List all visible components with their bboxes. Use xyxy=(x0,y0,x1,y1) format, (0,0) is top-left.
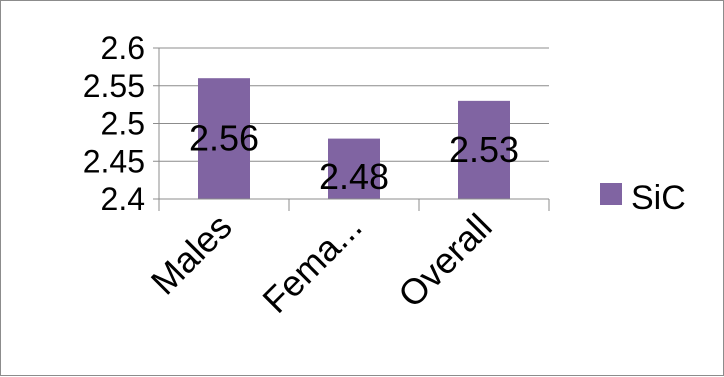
category-labels: Males Fema... Overall xyxy=(143,206,500,321)
bar-0 xyxy=(198,78,250,199)
legend: SiC xyxy=(600,179,686,217)
y-tick-label: 2.5 xyxy=(101,106,145,142)
y-tick-label: 2.55 xyxy=(83,68,145,104)
x-axis xyxy=(158,198,550,211)
y-tick-label: 2.4 xyxy=(101,181,145,217)
y-tick-label: 2.45 xyxy=(83,143,145,179)
y-tick-label: 2.6 xyxy=(101,30,145,66)
bars xyxy=(198,78,510,199)
data-labels: 2.56 2.48 2.53 xyxy=(189,118,519,197)
data-label: 2.56 xyxy=(189,118,259,159)
bar-1 xyxy=(328,138,380,199)
category-label: Males xyxy=(143,206,240,303)
bar-2 xyxy=(458,100,510,199)
category-label: Fema... xyxy=(254,206,369,321)
y-axis-ticks: 2.62.552.52.452.4 xyxy=(83,30,145,217)
legend-label-sic: SiC xyxy=(631,179,686,217)
legend-swatch-sic xyxy=(600,183,622,205)
category-label: Overall xyxy=(390,206,500,316)
data-label: 2.53 xyxy=(449,129,519,170)
data-label: 2.48 xyxy=(319,156,389,197)
